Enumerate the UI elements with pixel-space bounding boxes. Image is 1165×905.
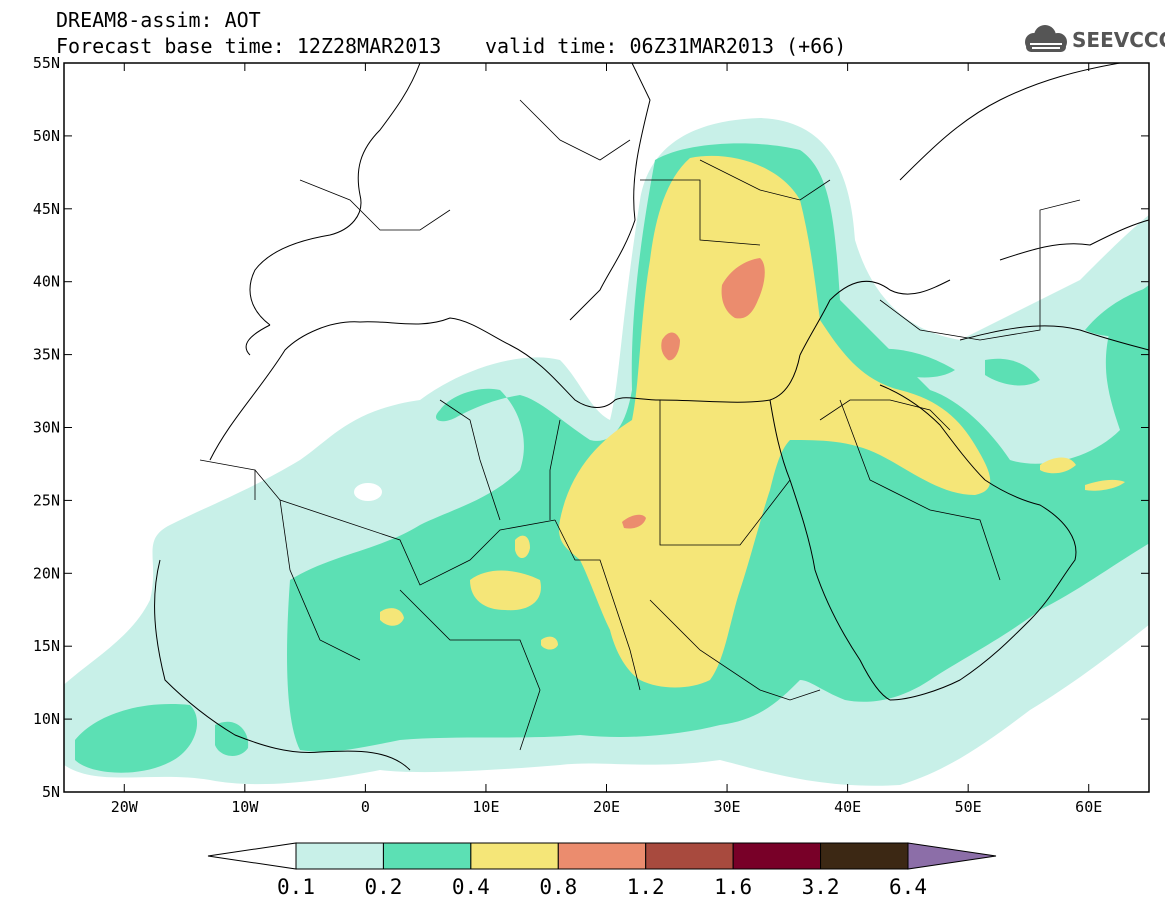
lon-tick-label: 20E <box>593 798 620 816</box>
lon-tick-label: 30E <box>714 798 741 816</box>
lat-tick-label: 55N <box>33 54 60 72</box>
lat-tick-label: 5N <box>42 783 60 801</box>
coastlines <box>154 63 1149 771</box>
lat-tick-label: 40N <box>33 273 60 291</box>
longitude-axis: 20W 10W 0 10E 20E 30E 40E 50E 60E <box>111 63 1102 816</box>
latitude-axis: 55N 50N 45N 40N 35N 30N 25N 20N 15N 10N 5N <box>33 54 1149 801</box>
lat-tick-label: 30N <box>33 419 60 437</box>
aot-layer-0-4 <box>380 155 1125 688</box>
borders <box>199 99 1081 751</box>
lon-tick-label: 20W <box>111 798 139 816</box>
lon-tick-label: 60E <box>1075 798 1102 816</box>
valid-time: valid time: 06Z31MAR2013 (+66) <box>485 34 847 58</box>
lat-tick-label: 45N <box>33 200 60 218</box>
lon-tick-label: 10E <box>472 798 499 816</box>
lat-tick-label: 10N <box>33 710 60 728</box>
forecast-base-time: Forecast base time: 12Z28MAR2013 <box>56 34 442 58</box>
lat-tick-label: 25N <box>33 491 60 509</box>
lon-tick-label: 50E <box>955 798 982 816</box>
lat-tick-label: 35N <box>33 346 60 364</box>
lon-tick-label: 40E <box>834 798 861 816</box>
cloud-logo-icon <box>1025 25 1067 52</box>
chart-title: DREAM8-assim: AOT <box>56 8 261 32</box>
lat-tick-label: 15N <box>33 637 60 655</box>
lon-tick-label: 0 <box>361 798 370 816</box>
lat-tick-label: 50N <box>33 127 60 145</box>
aot-layer-0-8 <box>622 258 765 529</box>
lon-tick-label: 10W <box>231 798 259 816</box>
logo-text: SEEVCCC <box>1072 28 1165 52</box>
lat-tick-label: 20N <box>33 564 60 582</box>
